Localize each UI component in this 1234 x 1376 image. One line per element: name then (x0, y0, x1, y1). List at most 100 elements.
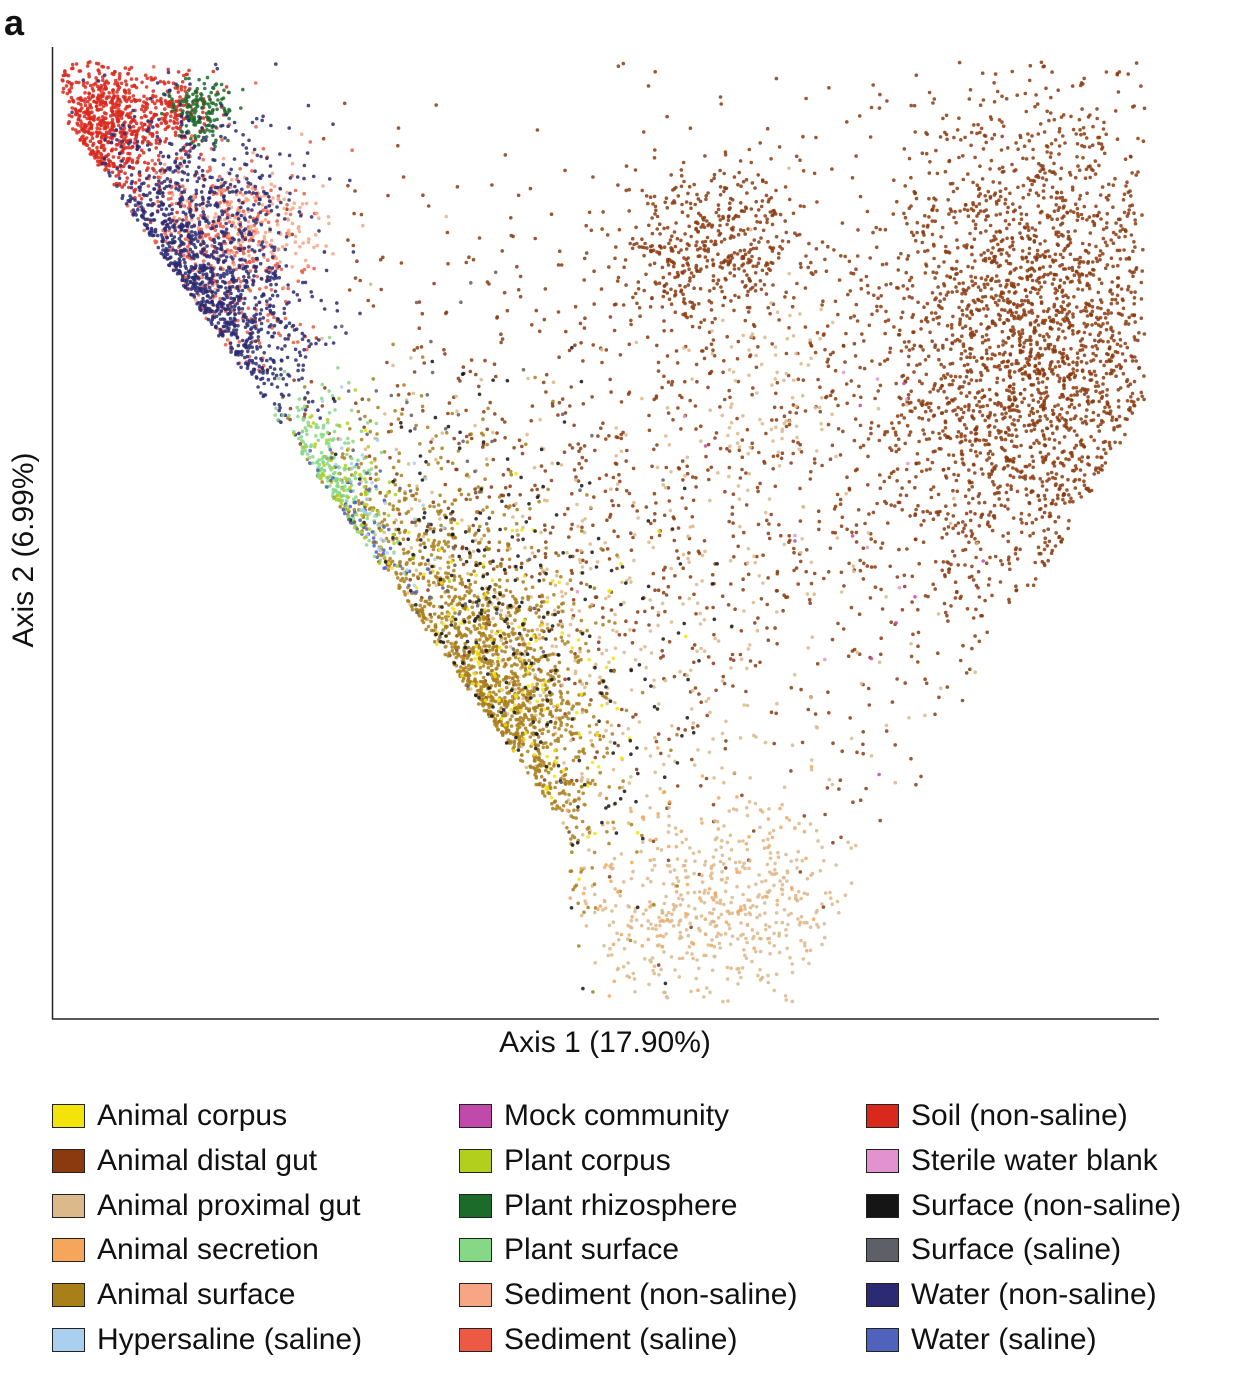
scatter-point (1096, 323, 1101, 327)
scatter-point (1048, 155, 1053, 159)
scatter-point (560, 683, 564, 687)
scatter-point (770, 222, 775, 227)
scatter-point (908, 514, 912, 518)
scatter-point (500, 249, 505, 253)
scatter-point (853, 354, 858, 358)
scatter-point (1036, 400, 1041, 404)
scatter-point (1063, 267, 1068, 271)
scatter-point (1031, 531, 1035, 536)
scatter-point (845, 120, 849, 124)
scatter-point (583, 316, 587, 321)
scatter-point (763, 927, 768, 932)
scatter-point (536, 608, 541, 612)
scatter-point (647, 540, 651, 544)
scatter-point (852, 647, 857, 652)
scatter-point (844, 382, 849, 386)
scatter-point (1029, 429, 1034, 433)
scatter-point (971, 616, 976, 620)
scatter-point (883, 227, 888, 232)
scatter-point (771, 261, 775, 266)
scatter-point (895, 479, 899, 483)
scatter-point (846, 654, 851, 658)
scatter-point (1038, 333, 1042, 338)
scatter-point (661, 483, 665, 487)
scatter-point (852, 341, 857, 346)
scatter-point (507, 565, 512, 569)
scatter-point (996, 312, 1001, 317)
scatter-point (1006, 464, 1010, 468)
scatter-point (650, 464, 654, 469)
scatter-point (917, 416, 921, 420)
scatter-point (1059, 190, 1064, 195)
scatter-point (931, 101, 935, 105)
scatter-point (408, 577, 413, 582)
scatter-point (1052, 117, 1057, 122)
scatter-point (787, 326, 791, 330)
scatter-point (1105, 400, 1109, 404)
scatter-point (1043, 503, 1048, 508)
scatter-point (676, 273, 681, 277)
scatter-point (578, 560, 583, 565)
scatter-point (346, 183, 350, 188)
scatter-point (613, 646, 618, 651)
scatter-point (1030, 134, 1034, 138)
scatter-point (518, 493, 522, 497)
scatter-point (1117, 235, 1121, 239)
scatter-point (474, 538, 478, 543)
scatter-point (1047, 477, 1051, 481)
scatter-point (758, 220, 763, 225)
scatter-point (703, 549, 707, 554)
scatter-point (580, 772, 584, 776)
scatter-point (723, 153, 728, 157)
scatter-point (517, 642, 522, 647)
scatter-point (1110, 355, 1114, 360)
scatter-point (892, 469, 896, 474)
scatter-point (1062, 418, 1067, 422)
scatter-point (754, 246, 759, 251)
scatter-point (837, 911, 841, 915)
scatter-point (1095, 116, 1099, 121)
scatter-point (954, 285, 958, 289)
scatter-point (1052, 344, 1057, 349)
scatter-point (471, 257, 476, 262)
scatter-point (1061, 134, 1065, 138)
scatter-point (932, 97, 937, 101)
scatter-point (738, 652, 743, 657)
scatter-point (934, 296, 938, 300)
scatter-point (1032, 325, 1037, 330)
scatter-point (503, 485, 508, 490)
scatter-point (622, 600, 626, 605)
scatter-point (1072, 393, 1077, 397)
scatter-point (780, 436, 784, 441)
scatter-point (564, 329, 568, 334)
scatter-point (983, 598, 987, 603)
scatter-point (805, 920, 809, 925)
scatter-point (807, 597, 812, 602)
scatter-point (1008, 308, 1013, 312)
scatter-point (615, 487, 619, 492)
scatter-point (1008, 567, 1012, 572)
scatter-point (1116, 217, 1121, 222)
scatter-point (693, 404, 698, 408)
scatter-point (1118, 257, 1123, 261)
scatter-point (1133, 218, 1137, 222)
scatter-point (1068, 280, 1073, 284)
scatter-point (1021, 183, 1026, 188)
scatter-point (1115, 72, 1119, 77)
scatter-point (1030, 182, 1034, 187)
scatter-point (728, 395, 732, 400)
scatter-point (858, 445, 863, 450)
scatter-point (746, 547, 751, 551)
scatter-point (816, 839, 820, 843)
scatter-point (648, 244, 653, 249)
scatter-point (603, 541, 607, 545)
scatter-point (1028, 351, 1033, 355)
scatter-point (1008, 261, 1013, 266)
scatter-point (1040, 515, 1045, 519)
scatter-point (1008, 352, 1013, 356)
scatter-point (783, 219, 787, 223)
scatter-point (616, 183, 620, 187)
scatter-point (820, 240, 825, 244)
scatter-point (1128, 382, 1133, 387)
scatter-point (775, 370, 779, 375)
